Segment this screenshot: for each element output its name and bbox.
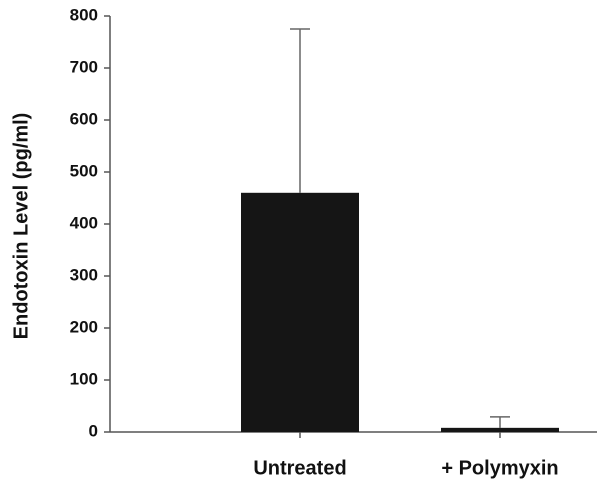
x-tick-label: + Polymyxin	[441, 457, 558, 479]
y-tick-label: 300	[70, 265, 98, 284]
x-tick-label: Untreated	[253, 457, 346, 479]
y-tick-label: 400	[70, 213, 98, 232]
y-tick-label: 0	[89, 421, 98, 440]
y-tick-label: 200	[70, 317, 98, 336]
y-tick-label: 100	[70, 369, 98, 388]
y-tick-label: 700	[70, 57, 98, 76]
bar	[441, 427, 559, 432]
bar	[241, 192, 359, 432]
y-tick-label: 600	[70, 109, 98, 128]
y-tick-label: 800	[70, 5, 98, 24]
y-tick-label: 500	[70, 161, 98, 180]
y-axis-label: Endotoxin Level (pg/ml)	[10, 113, 32, 340]
